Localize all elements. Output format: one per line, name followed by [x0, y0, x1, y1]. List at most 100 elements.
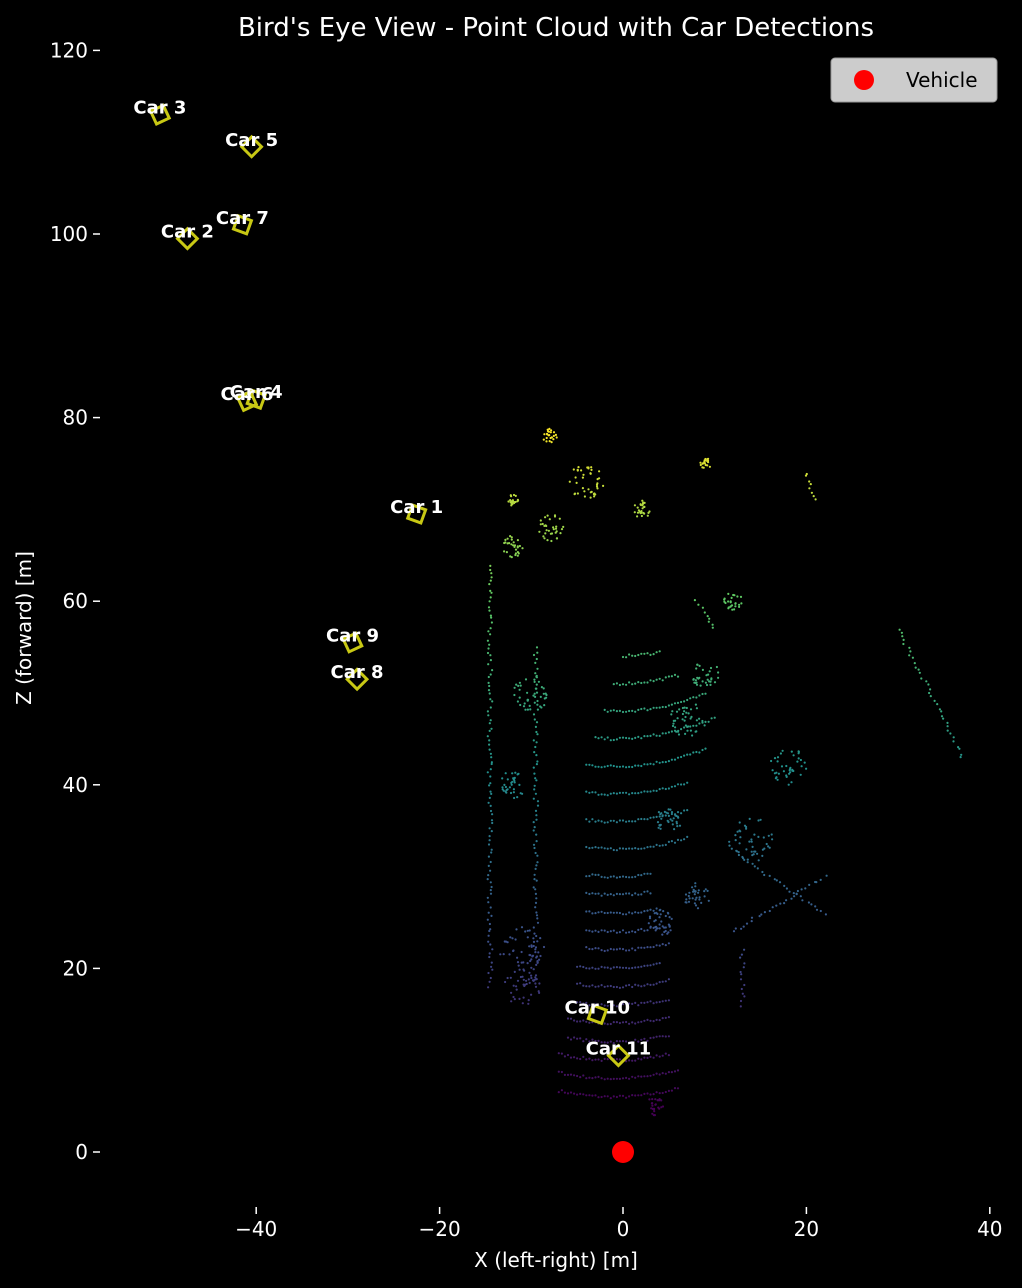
point-cloud-point	[640, 874, 643, 877]
point-cloud-point	[512, 788, 516, 791]
point-cloud-point	[489, 706, 492, 709]
point-cloud-point	[514, 548, 518, 551]
point-cloud-point	[773, 878, 776, 881]
point-cloud-point	[588, 874, 591, 878]
point-cloud-point	[621, 913, 625, 916]
point-cloud-point	[612, 875, 615, 878]
point-cloud-point	[643, 946, 646, 949]
point-cloud-point	[583, 490, 586, 493]
point-cloud-point	[699, 684, 702, 687]
point-cloud-point	[560, 1070, 564, 1074]
point-cloud-point	[573, 1074, 576, 1077]
point-cloud-point	[661, 1091, 664, 1095]
point-cloud-point	[612, 1042, 615, 1045]
point-cloud-point	[609, 764, 612, 767]
point-cloud-point	[685, 706, 688, 710]
point-cloud-point	[489, 614, 492, 617]
point-cloud-point	[609, 1003, 612, 1006]
point-cloud-point	[680, 839, 683, 842]
point-cloud-point	[594, 820, 597, 823]
point-cloud-point	[643, 505, 646, 508]
point-cloud-point	[737, 851, 740, 854]
point-cloud-point	[488, 784, 491, 787]
point-cloud-point	[488, 739, 491, 742]
point-cloud-point	[532, 843, 536, 846]
point-cloud-point	[685, 901, 688, 904]
point-cloud-point	[594, 967, 597, 970]
point-cloud-point	[673, 841, 677, 844]
point-cloud-point	[490, 961, 493, 964]
point-cloud-point	[582, 965, 585, 969]
point-cloud-point	[612, 911, 615, 914]
point-cloud-point	[634, 1076, 637, 1079]
point-cloud-point	[534, 851, 537, 855]
point-cloud-point	[661, 787, 664, 790]
point-cloud-point	[667, 942, 671, 945]
point-cloud-point	[510, 504, 513, 507]
point-cloud-point	[695, 667, 698, 670]
point-cloud-point	[628, 1059, 631, 1062]
car-label: Car 9	[326, 626, 379, 647]
point-cloud-point	[545, 524, 548, 528]
point-cloud-point	[684, 724, 688, 727]
point-cloud-point	[594, 765, 597, 768]
point-cloud-point	[634, 1038, 637, 1041]
point-cloud-point	[661, 679, 664, 682]
point-cloud-point	[535, 963, 538, 967]
point-cloud-point	[606, 876, 609, 879]
point-cloud-point	[631, 847, 634, 850]
point-cloud-point	[631, 930, 634, 933]
point-cloud-point	[674, 726, 677, 729]
point-cloud-point	[750, 916, 754, 919]
point-cloud-point	[588, 1094, 591, 1097]
point-cloud-point	[532, 694, 535, 697]
point-cloud-point	[522, 996, 525, 999]
point-cloud-point	[533, 772, 536, 775]
point-cloud-point	[653, 920, 656, 923]
point-cloud-point	[667, 675, 671, 678]
point-cloud-point	[693, 893, 696, 896]
point-cloud-point	[603, 793, 606, 796]
point-cloud-point	[532, 940, 536, 944]
point-cloud-point	[668, 925, 671, 928]
point-cloud-point	[751, 862, 754, 865]
point-cloud-point	[667, 1016, 671, 1019]
point-cloud-point	[579, 1092, 582, 1095]
point-cloud-point	[767, 845, 770, 848]
point-cloud-point	[489, 627, 492, 630]
point-cloud-point	[655, 678, 658, 681]
point-cloud-point	[603, 821, 606, 824]
point-cloud-point	[612, 848, 615, 852]
point-cloud-point	[640, 965, 643, 968]
point-cloud-point	[771, 838, 774, 841]
point-cloud-point	[637, 653, 640, 657]
point-cloud-point	[695, 896, 698, 899]
point-cloud-point	[603, 966, 606, 969]
point-cloud-point	[681, 706, 685, 710]
point-cloud-point	[670, 917, 673, 921]
point-cloud-point	[631, 1094, 634, 1097]
point-cloud-point	[694, 882, 697, 885]
point-cloud-point	[621, 765, 625, 768]
point-cloud-point	[603, 708, 606, 712]
point-cloud-point	[621, 791, 625, 794]
point-cloud-point	[790, 750, 793, 753]
point-cloud-point	[535, 911, 538, 914]
point-cloud-point	[683, 754, 686, 757]
y-tick-label: 0	[75, 1140, 88, 1164]
point-cloud-point	[510, 538, 513, 541]
point-cloud-point	[654, 1098, 657, 1101]
point-cloud-point	[532, 713, 536, 716]
point-cloud-point	[657, 826, 660, 829]
point-cloud-point	[532, 829, 535, 832]
point-cloud-point	[666, 812, 670, 815]
point-cloud-point	[535, 646, 539, 649]
point-cloud-point	[634, 654, 637, 658]
point-cloud-point	[667, 808, 670, 811]
point-cloud-point	[634, 1022, 637, 1025]
point-cloud-point	[528, 981, 531, 985]
point-cloud-point	[671, 823, 674, 826]
point-cloud-point	[946, 729, 949, 732]
point-cloud-point	[490, 885, 493, 889]
point-cloud-point	[550, 441, 553, 444]
